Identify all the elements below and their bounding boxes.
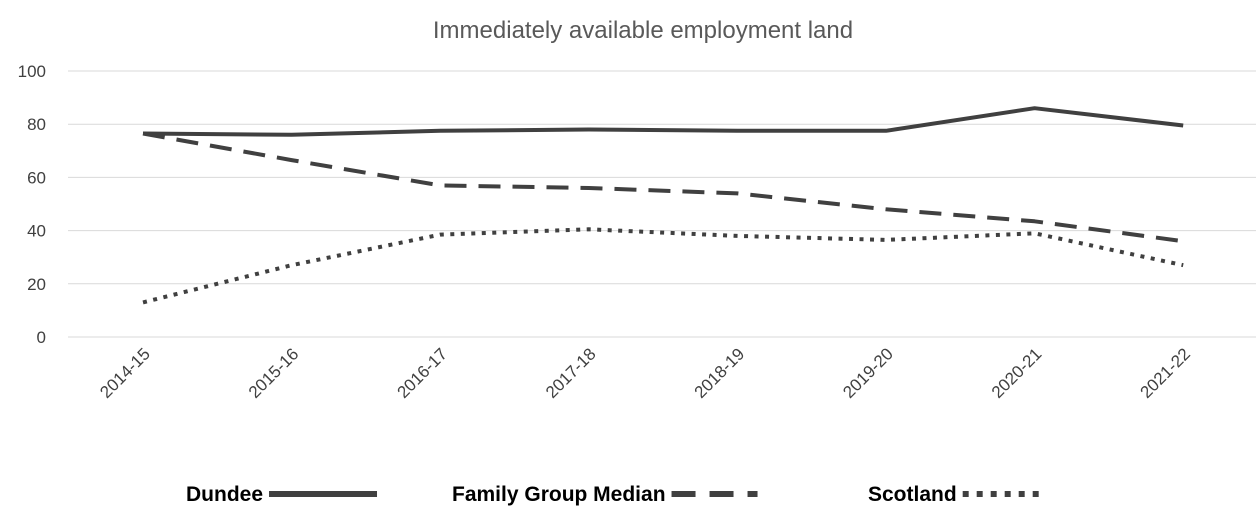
legend-label: Dundee [186, 483, 263, 506]
x-tick-label: 2017-18 [542, 344, 600, 402]
y-axis-ticks: 0 20 40 60 80 100 [18, 62, 46, 347]
legend-item-2: Scotland [868, 483, 1047, 506]
legend-label: Family Group Median [452, 483, 666, 506]
y-tick-label: 0 [37, 328, 46, 347]
legend-item-0: Dundee [186, 483, 378, 506]
x-axis-ticks: 2014-15 2015-16 2016-17 2017-18 2018-19 2019-… [96, 344, 1194, 402]
legend-item-1: Family Group Median [452, 483, 758, 506]
x-tick-label: 2020-21 [988, 344, 1046, 402]
y-tick-label: 40 [27, 222, 46, 241]
x-tick-label: 2016-17 [393, 344, 451, 402]
y-tick-label: 60 [27, 168, 46, 187]
series-line-1 [142, 131, 1184, 244]
legend: Dundee Family Group Median Scotland [186, 483, 1047, 506]
x-tick-label: 2014-15 [96, 344, 154, 402]
x-tick-label: 2015-16 [245, 344, 303, 402]
y-tick-label: 100 [18, 62, 46, 81]
series-lines [142, 106, 1184, 305]
legend-label: Scotland [868, 483, 957, 506]
gridlines [68, 70, 1256, 338]
series-line-0 [142, 106, 1184, 137]
x-tick-label: 2018-19 [691, 344, 749, 402]
y-tick-label: 80 [27, 115, 46, 134]
y-tick-label: 20 [27, 275, 46, 294]
series-line-2 [142, 227, 1184, 305]
x-tick-label: 2019-20 [839, 344, 897, 402]
x-tick-label: 2021-22 [1136, 344, 1194, 402]
chart-title: Immediately available employment land [433, 17, 853, 44]
